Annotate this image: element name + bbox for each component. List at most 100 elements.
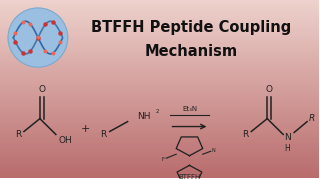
Bar <box>0 59 319 60</box>
Bar <box>0 96 319 98</box>
Bar <box>0 116 319 118</box>
Bar <box>0 69 319 71</box>
Bar <box>0 121 319 123</box>
Bar <box>0 114 319 116</box>
Bar <box>0 148 319 149</box>
Bar <box>0 50 319 52</box>
Bar <box>0 86 319 87</box>
Bar <box>0 76 319 78</box>
Text: +: + <box>81 123 91 134</box>
Bar <box>0 73 319 75</box>
Bar <box>0 135 319 137</box>
Text: N: N <box>212 148 216 153</box>
Text: 2: 2 <box>156 109 159 114</box>
Bar <box>0 142 319 144</box>
Bar <box>0 2 319 4</box>
Bar <box>0 46 319 48</box>
Bar <box>0 11 319 12</box>
Bar <box>0 0 319 2</box>
Bar <box>0 5 319 7</box>
Bar <box>0 20 319 21</box>
Bar <box>0 62 319 64</box>
Bar <box>0 109 319 110</box>
Bar <box>0 123 319 125</box>
Bar <box>0 173 319 174</box>
Bar <box>0 32 319 34</box>
Bar <box>0 64 319 66</box>
Bar <box>0 139 319 141</box>
Bar <box>0 130 319 132</box>
Bar <box>0 160 319 162</box>
Bar <box>0 44 319 46</box>
Text: BTFFH: BTFFH <box>178 174 201 180</box>
Text: O: O <box>38 86 45 94</box>
Bar <box>0 84 319 86</box>
Bar <box>0 169 319 171</box>
Bar <box>0 165 319 167</box>
Text: Et₃N: Et₃N <box>182 106 197 112</box>
Bar <box>0 68 319 69</box>
Bar <box>0 118 319 119</box>
Text: BTFFH Peptide Coupling: BTFFH Peptide Coupling <box>91 20 292 35</box>
Text: OH: OH <box>59 136 73 145</box>
Bar <box>0 125 319 126</box>
Bar <box>0 151 319 153</box>
Bar <box>0 52 319 53</box>
Bar <box>0 100 319 102</box>
Bar <box>0 37 319 39</box>
Bar <box>0 164 319 165</box>
Text: NH: NH <box>138 112 151 121</box>
Bar <box>0 126 319 128</box>
Bar <box>0 162 319 164</box>
Bar <box>0 144 319 146</box>
Bar <box>0 57 319 59</box>
Bar <box>0 16 319 18</box>
Bar <box>0 132 319 134</box>
Bar <box>0 71 319 73</box>
Bar <box>0 98 319 100</box>
Bar <box>0 12 319 14</box>
Bar <box>0 60 319 62</box>
Bar <box>0 155 319 157</box>
Bar <box>0 110 319 112</box>
Text: N: N <box>284 133 291 142</box>
Bar <box>0 112 319 114</box>
Bar <box>0 82 319 84</box>
Bar <box>0 103 319 105</box>
Bar <box>0 66 319 68</box>
Bar <box>0 93 319 94</box>
Bar <box>0 141 319 142</box>
Bar <box>0 78 319 80</box>
Bar <box>0 158 319 160</box>
Bar <box>0 105 319 107</box>
Bar <box>0 23 319 25</box>
Bar <box>0 30 319 32</box>
Text: R: R <box>309 114 315 123</box>
Bar <box>0 7 319 9</box>
Bar <box>0 14 319 16</box>
Circle shape <box>8 8 68 67</box>
Bar <box>0 25 319 27</box>
Bar <box>0 36 319 37</box>
Bar <box>0 9 319 11</box>
Bar <box>0 174 319 176</box>
Bar <box>0 91 319 93</box>
Bar <box>0 55 319 57</box>
Bar <box>0 134 319 135</box>
Bar <box>0 41 319 43</box>
Bar <box>0 119 319 121</box>
Bar <box>0 53 319 55</box>
Text: F: F <box>162 157 165 162</box>
Bar <box>0 48 319 50</box>
Text: R: R <box>100 130 107 139</box>
Bar <box>0 157 319 158</box>
Bar <box>0 137 319 139</box>
Bar <box>0 39 319 41</box>
Bar <box>0 87 319 89</box>
Bar <box>0 128 319 130</box>
Text: R: R <box>15 130 21 139</box>
Bar <box>0 43 319 44</box>
Bar <box>0 171 319 173</box>
Bar <box>0 89 319 91</box>
Bar <box>0 149 319 151</box>
